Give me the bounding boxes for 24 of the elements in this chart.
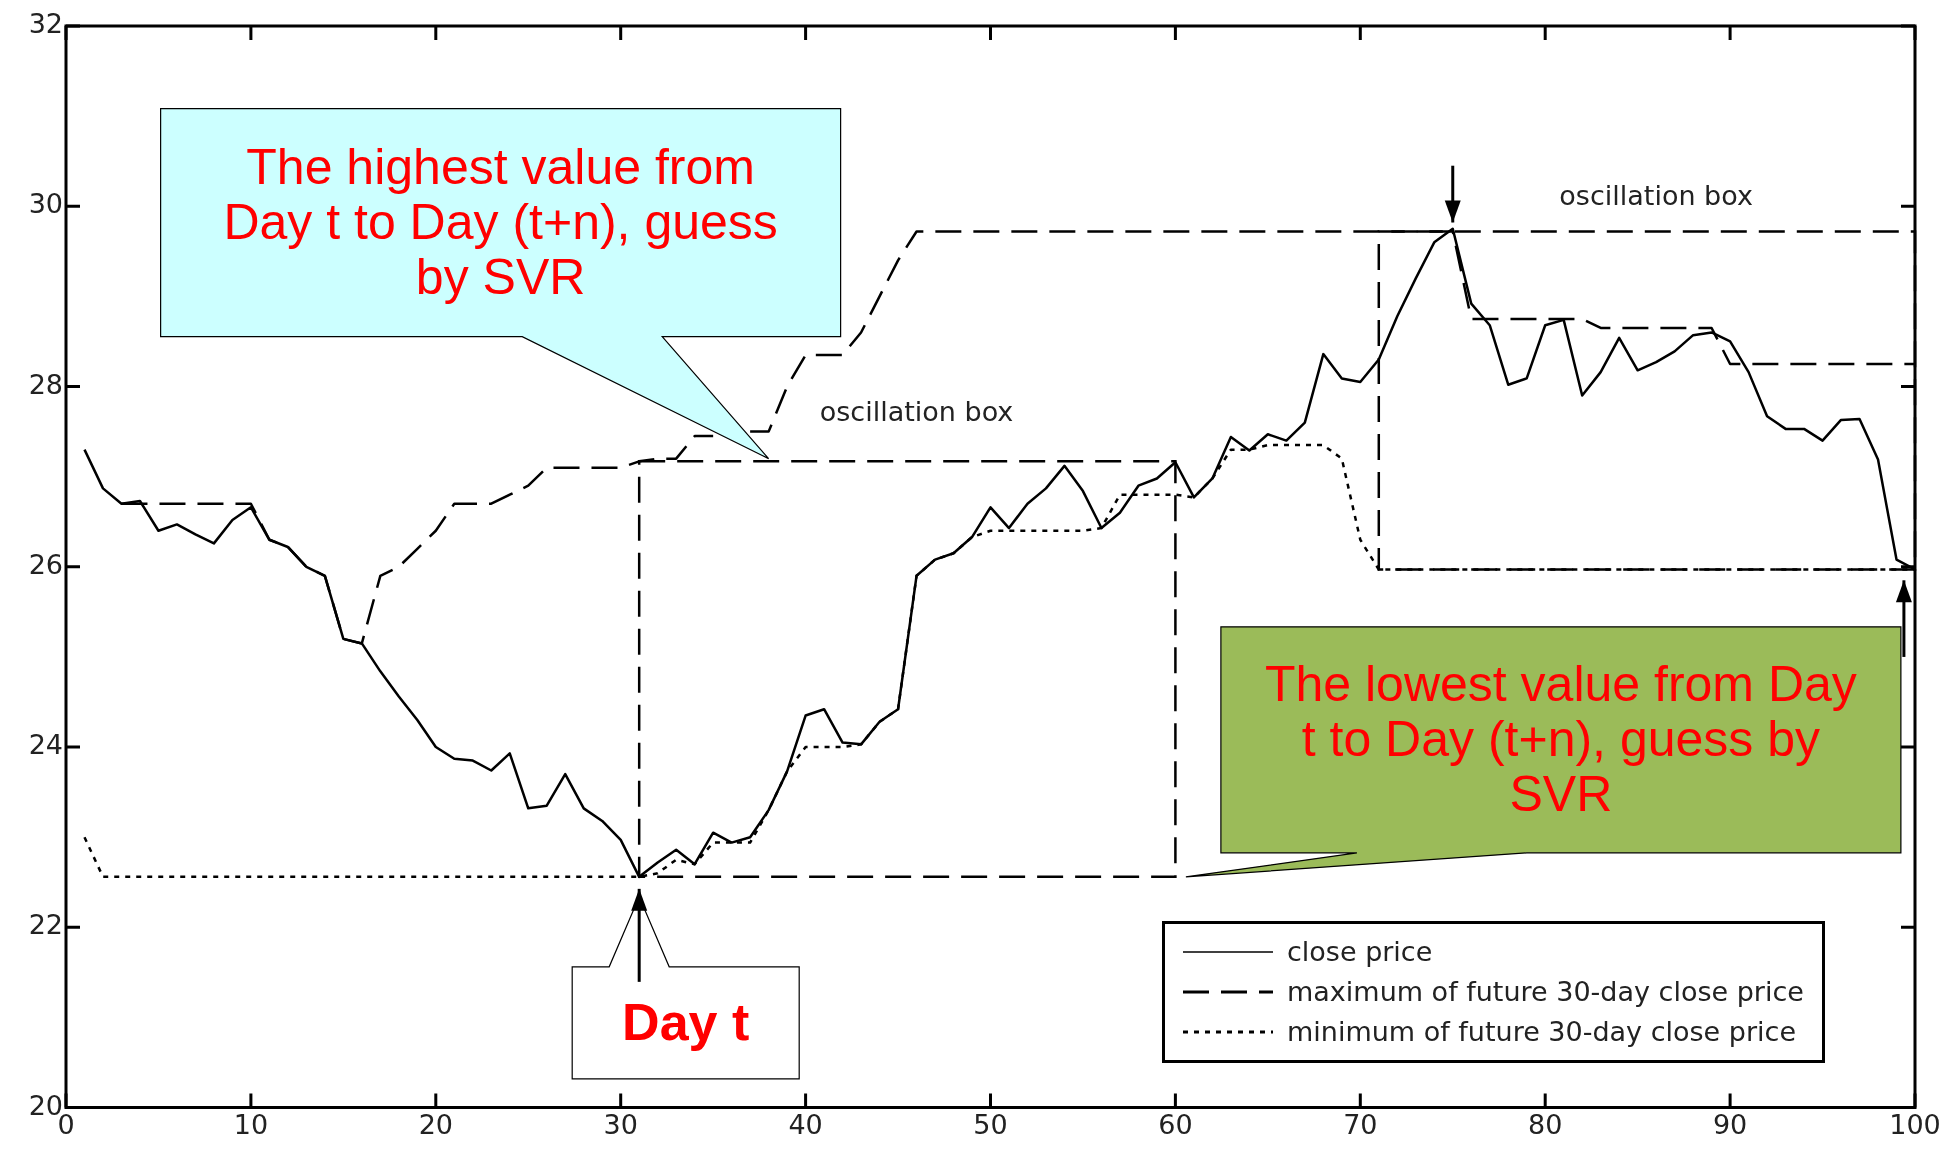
- annotation: oscillation box: [819, 396, 1014, 428]
- x-tick-label: 60: [1158, 1108, 1193, 1140]
- x-tick-label: 90: [1712, 1108, 1748, 1140]
- y-tick-label: 26: [28, 548, 63, 580]
- legend-label: close price: [1287, 936, 1433, 968]
- x-tick-label: 10: [233, 1108, 269, 1140]
- x-tick-label: 80: [1528, 1108, 1563, 1140]
- x-tick-label: 40: [788, 1108, 823, 1140]
- annotation: oscillation box: [1559, 179, 1753, 211]
- x-tick-label: 20: [418, 1108, 453, 1140]
- y-tick-label: 22: [28, 909, 63, 941]
- x-tick-label: 30: [603, 1108, 638, 1140]
- y-tick-label: 32: [28, 8, 63, 40]
- x-tick-label: 100: [1889, 1108, 1941, 1140]
- x-tick-label: 70: [1343, 1108, 1378, 1140]
- annotation: The lowest value from Day t to Day (t+n), guess by SVR: [1263, 656, 1858, 823]
- annotation: Day t: [621, 993, 751, 1052]
- annotation: The highest value from Day t to Day (t+n), guess by SVR: [222, 139, 779, 306]
- y-tick-label: 24: [28, 729, 63, 761]
- y-tick-label: 28: [28, 368, 63, 400]
- x-tick-label: 50: [973, 1108, 1008, 1140]
- legend-label: maximum of future 30-day close price: [1287, 976, 1804, 1008]
- legend-label: minimum of future 30-day close price: [1287, 1016, 1797, 1048]
- y-tick-label: 30: [28, 188, 63, 220]
